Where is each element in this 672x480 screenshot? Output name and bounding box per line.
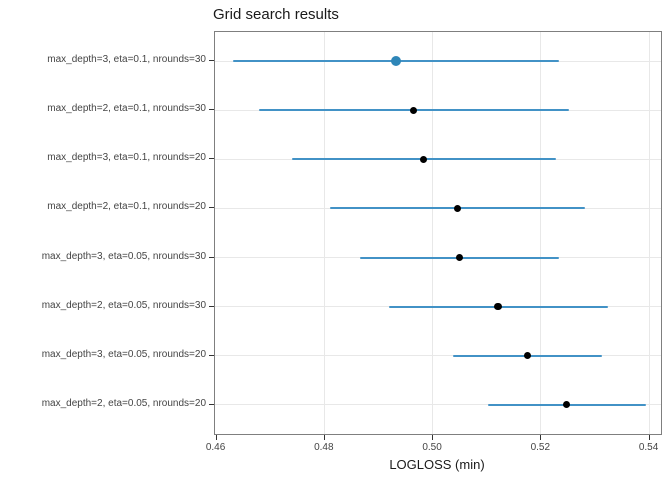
y-axis-tick xyxy=(209,305,214,307)
y-axis-tick xyxy=(209,256,214,258)
x-axis-tick xyxy=(215,435,217,440)
x-axis-tick-label: 0.54 xyxy=(638,442,659,453)
x-axis-tick-label: 0.46 xyxy=(205,442,226,453)
x-axis-tick xyxy=(540,435,542,440)
x-axis-tick-label: 0.52 xyxy=(530,442,551,453)
y-gridline xyxy=(215,404,661,406)
y-gridline xyxy=(215,355,661,357)
x-axis-tick xyxy=(323,435,325,440)
x-axis-title: LOGLOSS (min) xyxy=(389,457,485,472)
chart-title: Grid search results xyxy=(213,6,339,23)
x-gridline xyxy=(648,32,650,434)
y-axis-label: max_depth=2, eta=0.1, nrounds=30 xyxy=(47,103,206,115)
x-axis-tick-label: 0.48 xyxy=(314,442,334,453)
y-axis-tick xyxy=(209,354,214,356)
data-point-dot xyxy=(494,302,502,311)
data-point-dot xyxy=(523,351,532,360)
x-gridline xyxy=(540,32,542,434)
y-axis-label: max_depth=3, eta=0.1, nrounds=20 xyxy=(47,152,206,164)
x-axis-tick xyxy=(432,435,434,440)
x-gridline xyxy=(432,32,434,434)
data-point-dot xyxy=(453,204,462,213)
y-axis-tick xyxy=(209,403,214,405)
y-axis-label: max_depth=3, eta=0.1, nrounds=30 xyxy=(47,54,206,66)
data-point-dot xyxy=(562,400,571,409)
x-axis-tick xyxy=(648,435,650,440)
data-point-dot xyxy=(409,106,418,115)
y-axis-label: max_depth=2, eta=0.1, nrounds=20 xyxy=(47,201,206,213)
y-axis-label: max_depth=3, eta=0.05, nrounds=20 xyxy=(41,348,206,360)
highlighted-data-point-dot xyxy=(391,56,402,67)
y-axis-label: max_depth=3, eta=0.05, nrounds=30 xyxy=(41,250,206,262)
data-point-dot xyxy=(455,253,464,262)
plot-panel xyxy=(214,31,662,435)
y-axis-label: max_depth=2, eta=0.05, nrounds=20 xyxy=(41,397,206,409)
y-axis-tick xyxy=(209,158,214,160)
y-axis-tick xyxy=(209,60,214,62)
x-gridline xyxy=(323,32,325,434)
y-axis-tick xyxy=(209,109,214,111)
data-point-dot xyxy=(419,155,428,164)
x-axis-tick-label: 0.50 xyxy=(422,442,442,453)
y-axis-tick xyxy=(209,207,214,209)
y-axis-label: max_depth=2, eta=0.05, nrounds=30 xyxy=(41,299,206,311)
